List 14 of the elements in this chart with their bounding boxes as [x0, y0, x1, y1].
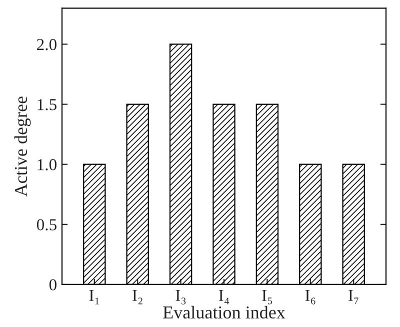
x-tick-label: I₂ — [132, 290, 142, 304]
x-tick-label: I₇ — [348, 290, 358, 304]
y-axis-title: Active degree — [14, 96, 31, 197]
x-tick-label: I₃ — [176, 290, 186, 304]
y-tick-label: 1.5 — [38, 99, 56, 110]
x-axis-title: Evaluation index — [163, 306, 286, 319]
y-tick-label: 0 — [49, 279, 57, 290]
x-tick-label: I₅ — [262, 290, 272, 304]
x-tick-label: I₁ — [89, 290, 99, 304]
y-tick-label: 0.5 — [36, 219, 56, 230]
y-tick-label: 2.0 — [37, 38, 57, 50]
x-tick-label: I₆ — [305, 290, 316, 304]
y-tick-label: 1.0 — [38, 159, 57, 170]
x-tick-label: I₄ — [218, 290, 230, 304]
